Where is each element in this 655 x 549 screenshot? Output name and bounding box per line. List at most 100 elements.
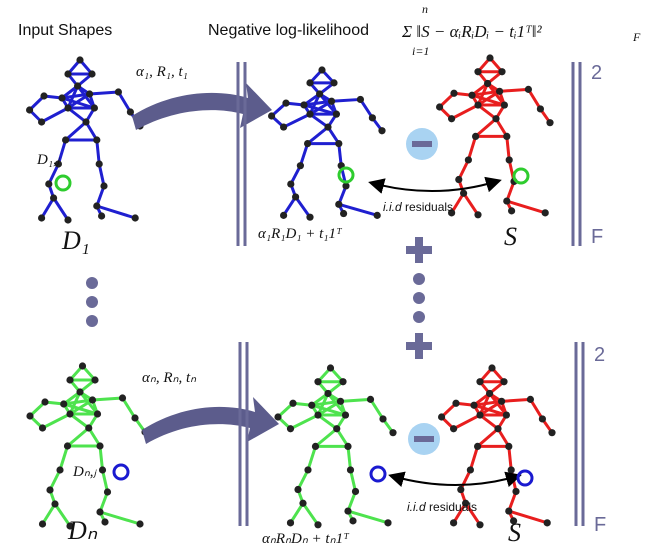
- formula-upper-limit: n: [422, 2, 428, 16]
- joint: [280, 123, 288, 131]
- aligned-label-n: αₙRₙDₙ + tₙ1ᵀ: [262, 531, 349, 547]
- joint: [304, 140, 312, 148]
- joint: [450, 425, 458, 433]
- joint: [476, 521, 484, 529]
- joint: [66, 376, 74, 384]
- joint: [498, 397, 506, 405]
- joint: [26, 412, 34, 420]
- joint: [503, 132, 511, 140]
- bone: [457, 158, 470, 182]
- bone: [294, 195, 312, 219]
- joint: [492, 115, 500, 123]
- joint: [93, 410, 102, 418]
- joint: [526, 395, 535, 403]
- joint: [351, 487, 360, 496]
- joint: [101, 518, 109, 526]
- formula-main: Σ ‖S − αᵢRᵢDᵢ − tᵢ1ᵀ‖²: [402, 22, 542, 41]
- bone: [298, 142, 310, 168]
- joint: [63, 442, 72, 450]
- joint: [78, 362, 87, 370]
- joint: [538, 415, 547, 423]
- joint: [505, 442, 513, 450]
- bone: [346, 444, 352, 472]
- joint: [339, 378, 347, 386]
- highlight-joint-aligned-n: [369, 465, 387, 483]
- norm-bars-left-n: [238, 342, 249, 526]
- target-label-1: S: [504, 222, 517, 251]
- joint: [76, 56, 84, 64]
- bone: [40, 196, 56, 220]
- joint: [292, 193, 300, 201]
- joint: [38, 520, 47, 528]
- joint: [464, 156, 472, 164]
- aligned-shape-n: [274, 364, 397, 529]
- joint: [541, 209, 549, 217]
- norm-sup-n: 2: [594, 344, 606, 366]
- joint: [486, 54, 494, 62]
- bone: [339, 397, 372, 403]
- bone: [505, 199, 547, 215]
- joint: [95, 160, 103, 168]
- joint: [476, 411, 484, 419]
- highlight-joint-target-n: [516, 469, 534, 487]
- joint: [536, 105, 545, 113]
- joint: [318, 66, 326, 74]
- joint: [306, 213, 314, 221]
- joint: [472, 132, 480, 140]
- joint: [38, 424, 47, 432]
- bone: [91, 396, 124, 402]
- joint: [131, 414, 139, 422]
- bone: [476, 427, 500, 448]
- bone: [58, 444, 69, 472]
- joint: [500, 378, 508, 386]
- bone: [476, 81, 490, 107]
- transform-label-n: αₙ, Rₙ, tₙ: [142, 370, 197, 386]
- joint: [64, 104, 72, 112]
- iid-text-n: i.i.d: [407, 500, 426, 514]
- joint: [60, 400, 68, 408]
- joint: [308, 401, 316, 409]
- joint: [286, 425, 295, 433]
- joint: [300, 101, 308, 109]
- bone: [314, 427, 339, 448]
- joint: [508, 207, 516, 215]
- joint: [344, 442, 352, 450]
- bone: [507, 444, 513, 472]
- bone: [282, 112, 312, 129]
- joint: [324, 123, 332, 131]
- joint: [450, 89, 458, 97]
- bone: [505, 134, 511, 162]
- bone: [330, 97, 362, 103]
- transform-arrow-1: [132, 83, 272, 130]
- joint: [340, 209, 348, 218]
- bone: [358, 97, 374, 120]
- joint: [486, 389, 494, 398]
- joint: [91, 376, 99, 384]
- joint: [474, 211, 482, 219]
- bone: [478, 391, 492, 417]
- bone: [76, 84, 96, 110]
- joint: [316, 90, 324, 98]
- joint: [324, 389, 332, 398]
- joint: [494, 425, 502, 433]
- joint: [40, 92, 48, 100]
- bone: [486, 81, 506, 107]
- joint: [304, 466, 312, 474]
- bone: [526, 87, 542, 111]
- joint: [500, 101, 508, 109]
- target-shape-1: [436, 54, 554, 219]
- joint: [82, 118, 90, 126]
- joint: [333, 425, 341, 433]
- plus-icon-top: [406, 237, 432, 263]
- joint: [90, 104, 98, 112]
- plus-icon-bottom: [406, 333, 432, 359]
- input-shape-n: [26, 362, 149, 530]
- joint: [311, 442, 320, 450]
- joint: [332, 110, 340, 118]
- joint: [543, 519, 551, 527]
- joint: [389, 429, 397, 437]
- joint: [488, 364, 496, 372]
- joint: [306, 110, 314, 118]
- joint: [466, 466, 474, 474]
